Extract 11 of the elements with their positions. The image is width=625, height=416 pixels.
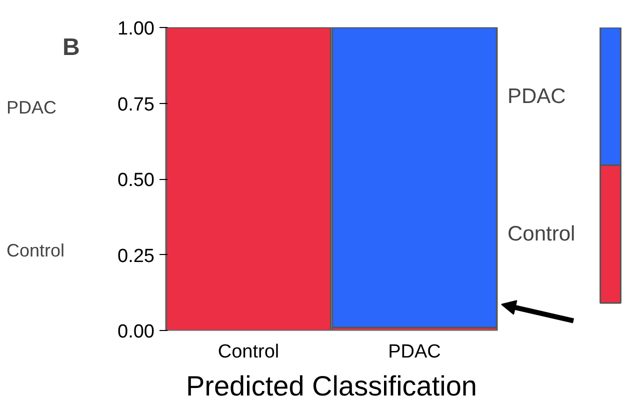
y-tick-label: 1.00	[118, 18, 155, 40]
text: B	[62, 34, 80, 62]
series-label: PDAC	[508, 84, 566, 108]
y-tick-label: 0.00	[118, 322, 155, 342]
y-tick-label: 0.25	[118, 246, 155, 267]
text: PDAC	[6, 98, 57, 118]
text: Control	[508, 222, 576, 246]
y-tick-label: 0.75	[118, 94, 155, 116]
x-axis-title: Predicted Classification	[186, 370, 478, 402]
text: Control	[6, 240, 65, 260]
y-tick-label: 0.50	[118, 170, 155, 191]
